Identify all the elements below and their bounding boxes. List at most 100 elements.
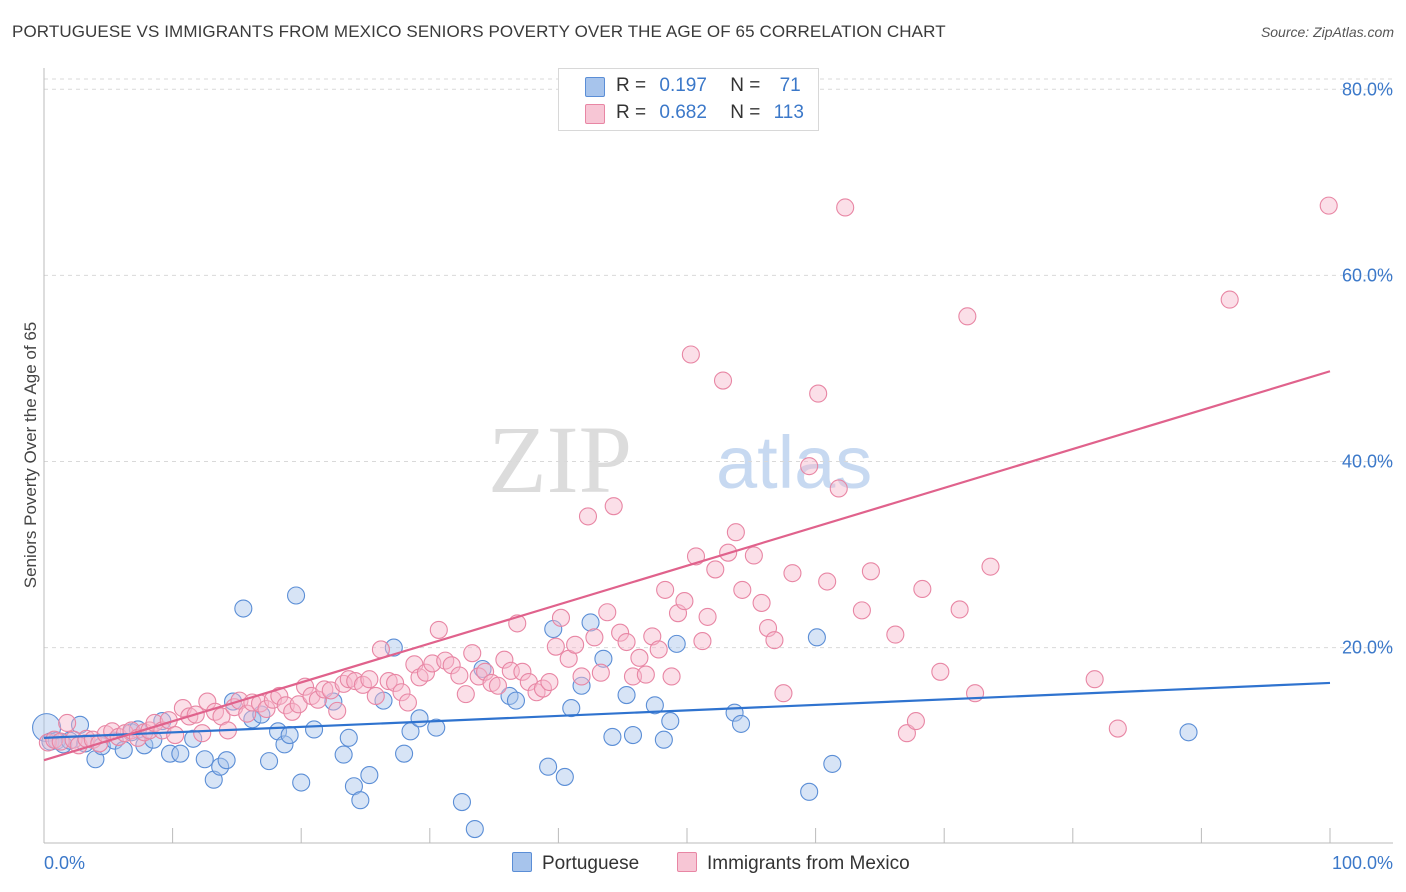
- data-point: [546, 637, 565, 656]
- data-point: [555, 767, 574, 786]
- data-point: [675, 592, 694, 611]
- data-point: [981, 557, 1000, 576]
- data-point: [160, 744, 180, 763]
- data-point: [731, 714, 751, 733]
- data-point: [809, 384, 828, 403]
- data-point: [315, 680, 334, 699]
- data-point: [733, 580, 752, 599]
- data-point: [897, 724, 916, 743]
- data-point: [623, 726, 643, 745]
- data-point: [1085, 670, 1104, 689]
- data-point: [591, 663, 610, 682]
- legend-n-label: N =: [730, 75, 761, 96]
- data-point: [392, 683, 411, 702]
- data-point: [774, 684, 793, 703]
- data-point: [698, 607, 717, 626]
- legend-n-value: 113: [773, 102, 804, 123]
- data-point: [681, 345, 700, 364]
- data-point: [211, 757, 230, 776]
- data-point: [456, 685, 475, 704]
- data-point: [436, 651, 455, 670]
- data-point: [1179, 723, 1198, 742]
- y-axis-label: Seniors Poverty Over the Age of 65: [21, 321, 40, 589]
- data-point: [1319, 196, 1338, 215]
- bottom-legend-mexico: Immigrants from Mexico: [677, 852, 910, 875]
- data-point: [852, 601, 871, 620]
- data-point: [463, 644, 482, 663]
- bottom-legend-label-mexico: Immigrants from Mexico: [707, 853, 910, 874]
- data-point: [280, 726, 299, 745]
- data-point: [807, 628, 826, 647]
- data-point: [395, 744, 414, 763]
- data-point: [410, 709, 429, 728]
- legend-swatch-mexico: [585, 104, 605, 124]
- legend-r-value: 0.682: [659, 102, 707, 123]
- data-point: [829, 479, 848, 498]
- watermark-atlas: atlas: [716, 421, 872, 504]
- data-point: [184, 729, 203, 748]
- data-point: [488, 676, 508, 695]
- data-point: [500, 686, 519, 706]
- bottom-legend-portuguese: Portuguese: [512, 852, 639, 875]
- watermark-zip: ZIP: [488, 406, 632, 513]
- data-point: [611, 623, 630, 642]
- data-point: [334, 745, 353, 764]
- data-point: [193, 724, 212, 743]
- data-point: [649, 640, 668, 659]
- data-point: [861, 562, 880, 581]
- data-point: [823, 754, 842, 773]
- data-point: [339, 670, 358, 689]
- data-point: [713, 371, 733, 390]
- data-point: [452, 793, 472, 812]
- data-point: [662, 667, 681, 686]
- data-point: [276, 696, 295, 715]
- trend-line-portuguese: [43, 681, 1331, 739]
- data-point: [603, 727, 622, 746]
- data-point: [416, 663, 435, 682]
- data-point: [270, 686, 289, 706]
- series-mexico: [38, 196, 1338, 755]
- data-point: [783, 564, 802, 583]
- data-point: [429, 620, 448, 639]
- x-tick-label-min: 0.0%: [44, 853, 85, 873]
- data-point: [661, 712, 680, 731]
- data-point: [958, 307, 977, 326]
- data-point: [495, 650, 514, 669]
- data-point: [540, 672, 559, 692]
- bottom-legend-swatch-portuguese: [512, 852, 532, 872]
- data-point: [617, 632, 636, 652]
- legend-r-label: R =: [616, 75, 647, 96]
- watermark: ZIP atlas: [488, 406, 872, 513]
- data-point: [427, 718, 446, 737]
- data-point: [289, 695, 308, 714]
- data-point: [598, 603, 617, 622]
- data-point: [636, 665, 655, 684]
- data-point: [551, 608, 571, 627]
- data-point: [667, 634, 686, 653]
- data-point: [654, 730, 673, 749]
- data-point: [351, 791, 370, 810]
- data-point: [513, 662, 532, 681]
- data-point: [238, 704, 257, 723]
- data-point: [572, 667, 591, 686]
- data-point: [234, 599, 253, 618]
- data-point: [572, 676, 591, 695]
- data-point: [836, 198, 855, 217]
- legend: R = 0.197 N = 71 R = 0.682 N = 113: [558, 68, 819, 131]
- data-point: [324, 692, 343, 711]
- data-points: [32, 196, 1338, 839]
- data-point: [533, 679, 553, 698]
- data-point: [1108, 719, 1127, 738]
- data-point: [950, 600, 969, 619]
- bottom-legend-swatch-mexico: [677, 852, 697, 872]
- data-point: [818, 572, 837, 591]
- data-point: [410, 668, 429, 687]
- data-point: [476, 662, 495, 681]
- data-point: [217, 751, 236, 770]
- y-tick-label: 60.0%: [1342, 265, 1393, 285]
- series-portuguese: [32, 586, 1198, 839]
- trend-line-mexico: [43, 370, 1331, 762]
- data-point: [1220, 290, 1239, 309]
- data-point: [566, 635, 585, 654]
